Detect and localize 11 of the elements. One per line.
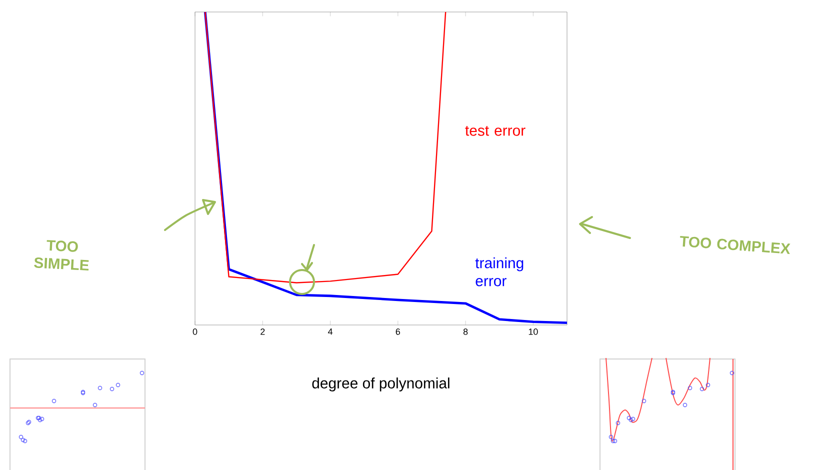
text: TOO SIMPLE	[34, 240, 89, 270]
x-tick-label: 6	[396, 328, 400, 335]
x-tick-label: 0	[192, 328, 198, 335]
x-tick-label: 2	[260, 328, 265, 335]
text: TOO COMPLEX	[680, 236, 790, 254]
series-label: test error	[465, 126, 526, 136]
x-tick-label: 10	[528, 328, 538, 335]
x-tick-label: 8	[463, 328, 468, 335]
x-axis-title: degree of polynomial	[312, 377, 450, 392]
x-tick-label: 4	[328, 328, 333, 335]
series-label: training error	[475, 257, 524, 286]
